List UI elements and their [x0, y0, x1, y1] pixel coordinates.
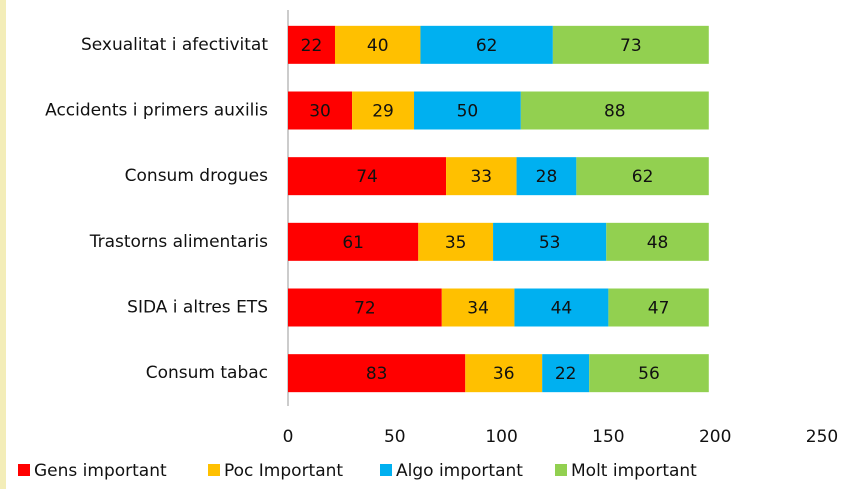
x-tick-label: 0 [283, 427, 294, 447]
data-label: 50 [457, 102, 479, 122]
data-label: 47 [648, 299, 670, 319]
y-tick-label: SIDA i altres ETS [127, 298, 268, 318]
bar-segment [414, 91, 521, 130]
bar-segment [606, 222, 709, 261]
bar-segment [576, 157, 709, 196]
data-label: 73 [620, 36, 642, 56]
bar-segment [552, 25, 709, 64]
bar-segment [352, 91, 415, 130]
bar-segment [288, 25, 335, 64]
legend-label: Algo important [396, 461, 523, 481]
x-tick-label: 200 [699, 427, 731, 447]
legend-swatch [208, 464, 220, 476]
y-tick-label: Accidents i primers auxilis [45, 101, 268, 121]
x-tick-label: 150 [592, 427, 624, 447]
bar-segment [446, 157, 517, 196]
data-label: 72 [354, 299, 376, 319]
bar-segment [516, 157, 577, 196]
data-label: 30 [309, 102, 331, 122]
data-label: 40 [367, 36, 389, 56]
y-tick-label: Sexualitat i afectivitat [81, 35, 268, 55]
data-label: 88 [604, 102, 626, 122]
data-label: 62 [632, 167, 654, 187]
data-label: 44 [551, 299, 573, 319]
data-label: 83 [366, 364, 388, 384]
x-tick-label: 50 [384, 427, 406, 447]
data-label: 74 [356, 167, 378, 187]
data-label: 56 [638, 364, 660, 384]
legend-label: Poc Important [224, 461, 343, 481]
legend-swatch [18, 464, 30, 476]
legend-swatch [555, 464, 567, 476]
bar-segment [288, 354, 466, 393]
y-tick-label: Trastorns alimentaris [89, 232, 268, 252]
data-label: 62 [476, 36, 498, 56]
bar-segment [418, 222, 494, 261]
data-label: 22 [555, 364, 577, 384]
bar-segment [334, 25, 421, 64]
bar-segment [542, 354, 590, 393]
bar-segment [514, 288, 609, 327]
data-label: 34 [467, 299, 489, 319]
bar-segment [465, 354, 543, 393]
legend-swatch [380, 464, 392, 476]
legend-label: Gens important [34, 461, 167, 481]
bar-segment [608, 288, 709, 327]
data-label: 29 [372, 102, 394, 122]
data-label: 28 [536, 167, 558, 187]
x-tick-label: 100 [485, 427, 517, 447]
legend-label: Molt important [571, 461, 697, 481]
data-label: 33 [470, 167, 492, 187]
y-tick-label: Consum tabac [146, 363, 268, 383]
y-tick-label: Consum drogues [125, 166, 268, 186]
bar-segment [441, 288, 515, 327]
bar-segment [288, 222, 419, 261]
data-label: 53 [539, 233, 561, 253]
data-label: 35 [445, 233, 467, 253]
data-label: 61 [342, 233, 364, 253]
data-label: 36 [493, 364, 515, 384]
bar-segment [288, 157, 447, 196]
data-label: 48 [647, 233, 669, 253]
bar-segment [493, 222, 607, 261]
bar-segment [288, 91, 353, 130]
data-label: 22 [301, 36, 323, 56]
bar-segment [420, 25, 553, 64]
bar-segment [589, 354, 709, 393]
x-tick-label: 250 [806, 427, 838, 447]
bar-segment [520, 91, 709, 130]
page-edge [0, 0, 6, 489]
bar-segment [288, 288, 442, 327]
